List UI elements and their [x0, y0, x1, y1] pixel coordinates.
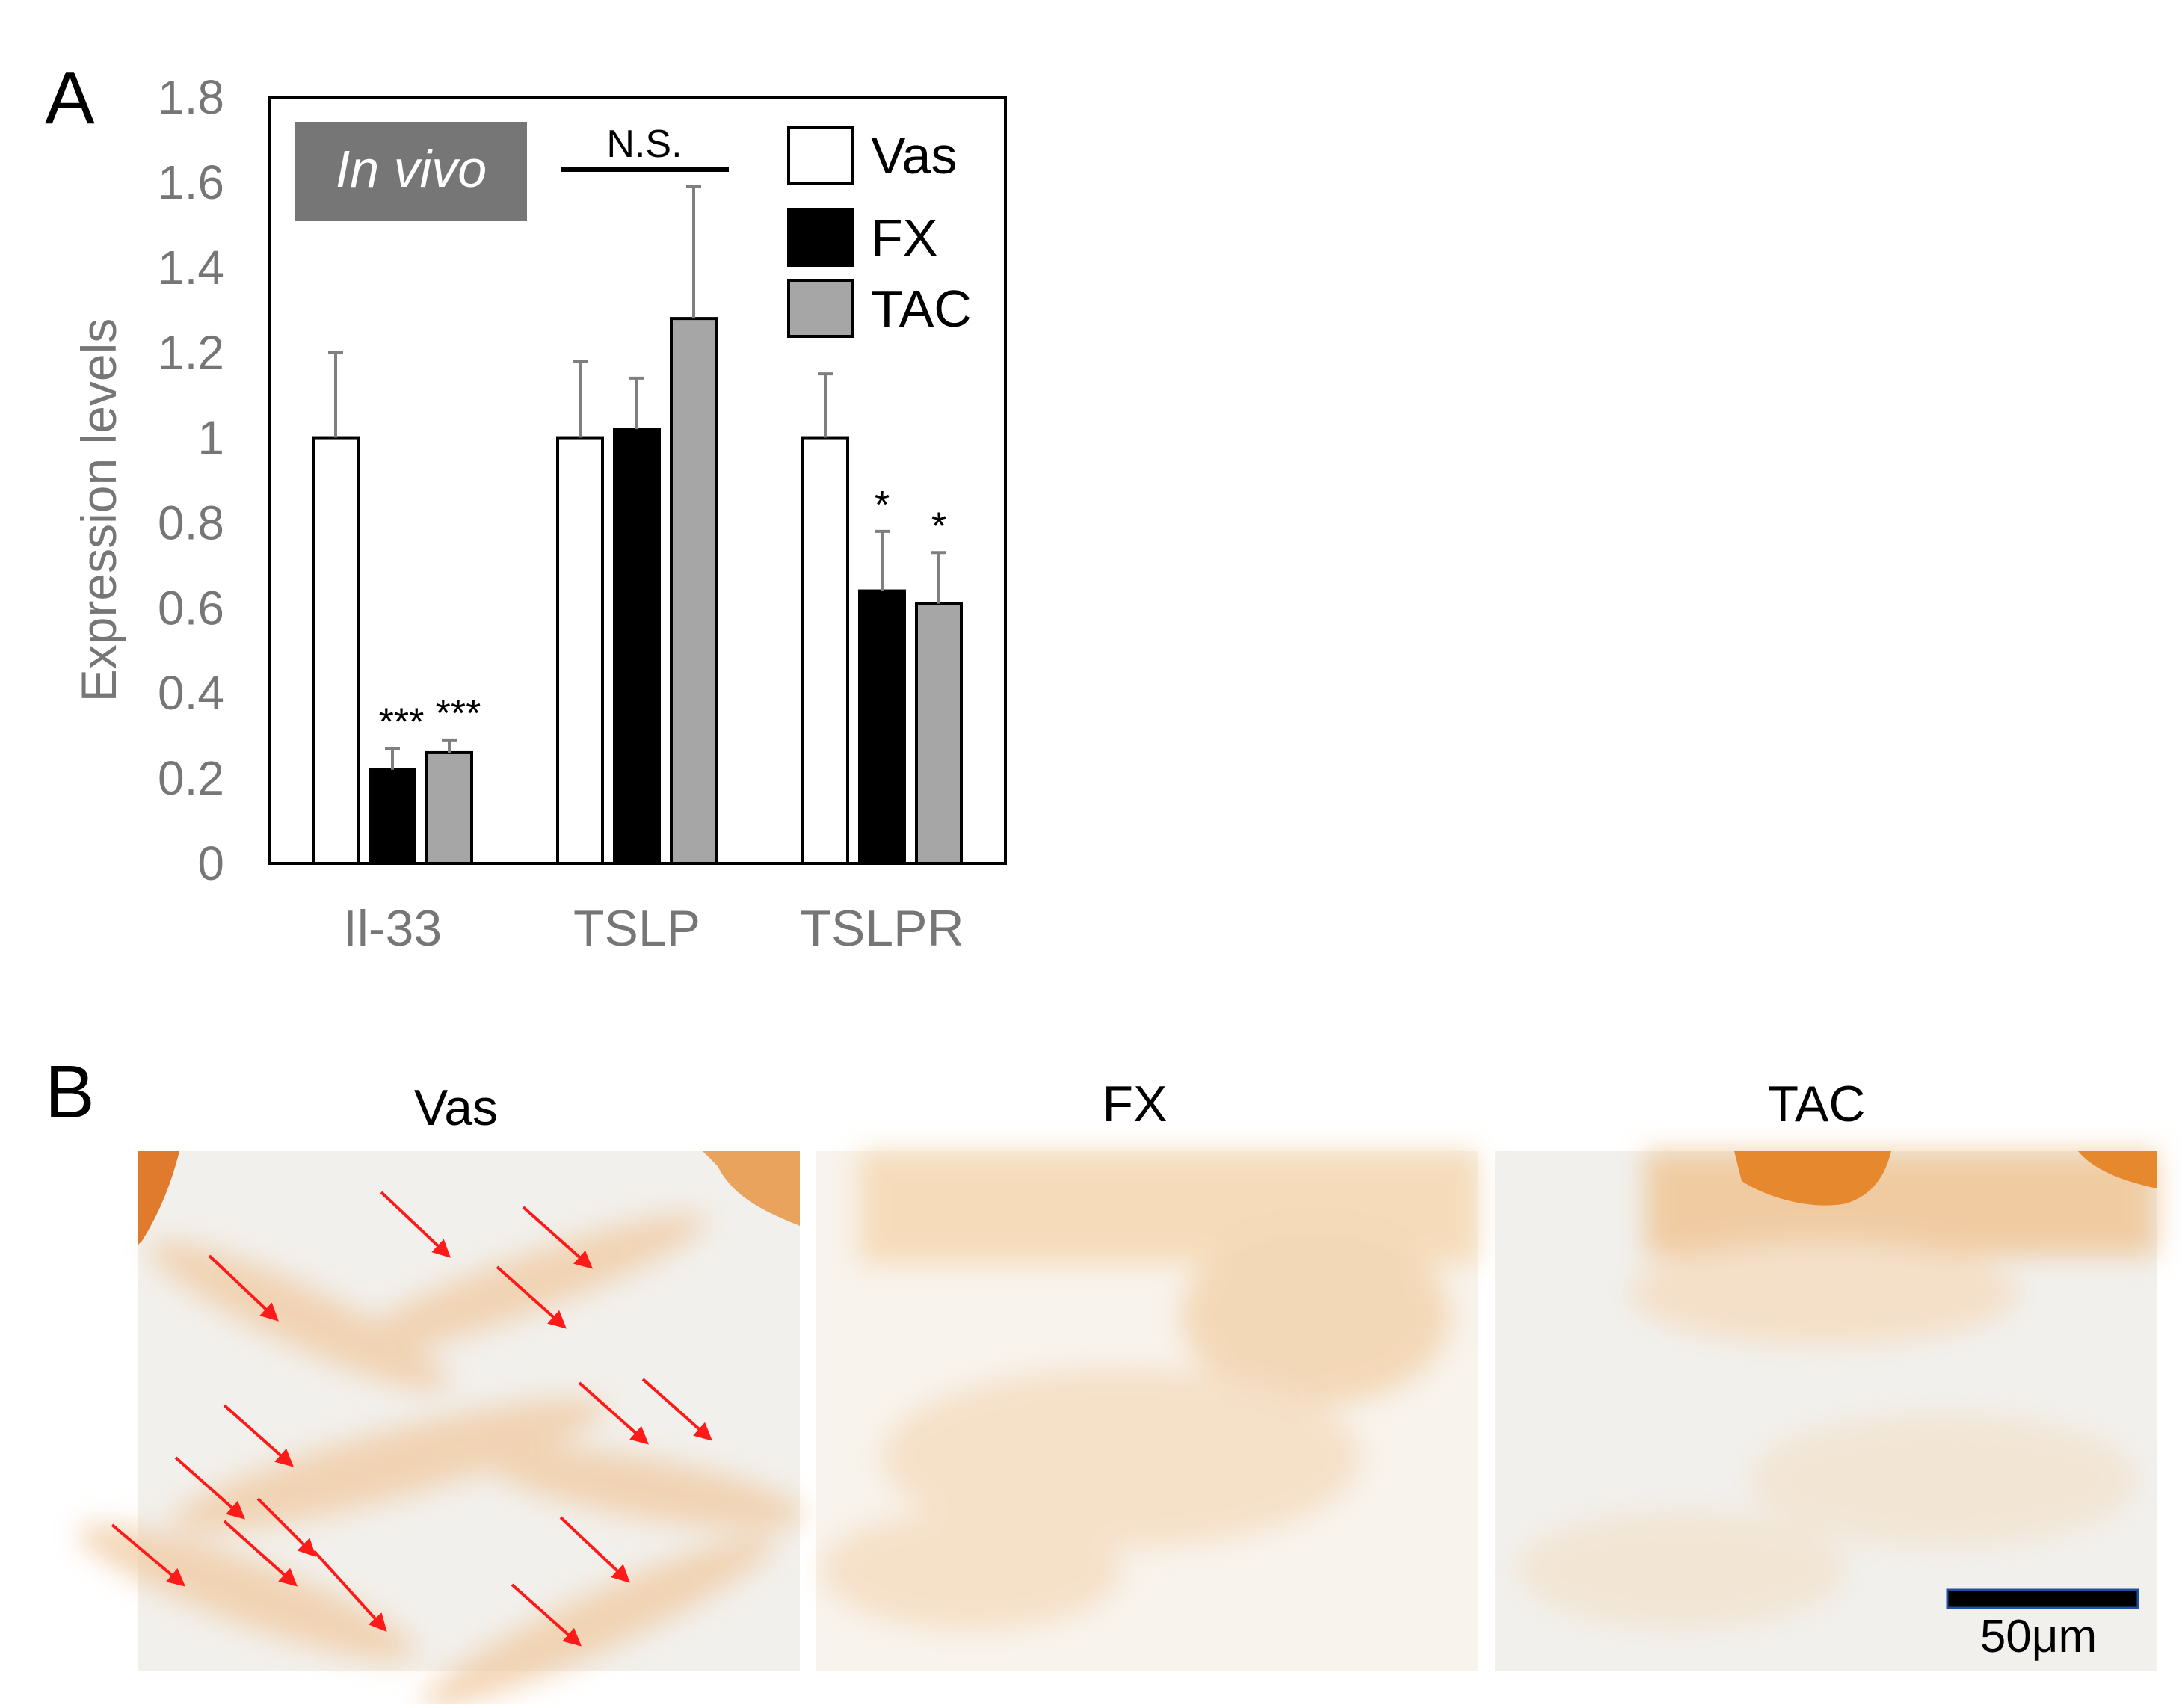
bar-tac-1 [670, 317, 718, 866]
micrograph-title-fx: FX [1103, 1076, 1168, 1132]
scale-bar-label: 50μm [1980, 1611, 2097, 1662]
bar-vas-1 [556, 436, 604, 865]
y-tick-label: 1.6 [158, 155, 224, 209]
bar-tac-2 [915, 602, 963, 866]
y-tick-label: 0 [197, 836, 224, 890]
y-tick-label: 1 [197, 411, 224, 465]
panel-a: A 0 0.2 0.4 0.6 0.8 1 1.2 1.4 1.6 1.8 Expression l… [45, 56, 1007, 957]
micrograph-title-tac: TAC [1768, 1076, 1866, 1132]
x-tick-label: TSLP [573, 900, 700, 957]
significance-stars: *** [379, 700, 425, 744]
y-tick-label: 0.8 [158, 496, 224, 549]
in-vivo-badge-label: In vivo [336, 140, 487, 198]
x-tick-label: Il-33 [343, 900, 442, 957]
y-tick-label: 0.2 [158, 751, 224, 805]
bar-fx-1 [613, 428, 661, 865]
in-vivo-badge [295, 122, 527, 221]
bar-chart: 0 0.2 0.4 0.6 0.8 1 1.2 1.4 1.6 1.8 Expression lev… [71, 70, 1007, 957]
y-tick-label: 1.4 [158, 241, 224, 295]
micrograph-tac [1495, 1151, 2157, 1671]
significance-stars: *** [436, 692, 481, 736]
micrograph-fx [816, 1151, 1478, 1671]
legend-swatch-vas [787, 126, 854, 185]
positive-cell-arrows [111, 1191, 712, 1647]
y-tick-label: 1.8 [158, 70, 224, 124]
legend-label-tac: TAC [871, 280, 972, 338]
bar-fx-2 [858, 589, 906, 865]
y-axis-label: Expression levels [71, 318, 126, 703]
ns-bracket-label: N.S. [606, 123, 682, 166]
legend-swatch-fx [787, 208, 854, 267]
legend-swatch-tac [787, 279, 854, 338]
micrograph-title-vas: Vas [414, 1079, 498, 1136]
bar-tac-0 [425, 750, 473, 866]
legend-label-fx: FX [871, 209, 937, 267]
bar-vas-0 [312, 436, 360, 865]
significance-stars: * [931, 505, 946, 548]
chart-legend: Vas FX TAC [787, 126, 972, 338]
significance-stars: * [875, 484, 890, 527]
y-tick-label: 0.6 [158, 581, 224, 635]
y-tick-label: 0.4 [158, 666, 224, 720]
bar-fx-0 [369, 768, 416, 865]
panel-b-label: B [45, 1050, 95, 1134]
y-tick-label: 1.2 [158, 326, 224, 380]
x-tick-label: TSLPR [800, 900, 964, 957]
legend-label-vas: Vas [871, 126, 957, 185]
panel-a-label: A [45, 56, 95, 140]
scale-bar: 50μm [1946, 1588, 2139, 1662]
bar-vas-2 [801, 436, 849, 865]
micrograph-vas [78, 1151, 805, 1708]
panel-b: B Vas FX TAC [45, 1050, 2157, 1708]
